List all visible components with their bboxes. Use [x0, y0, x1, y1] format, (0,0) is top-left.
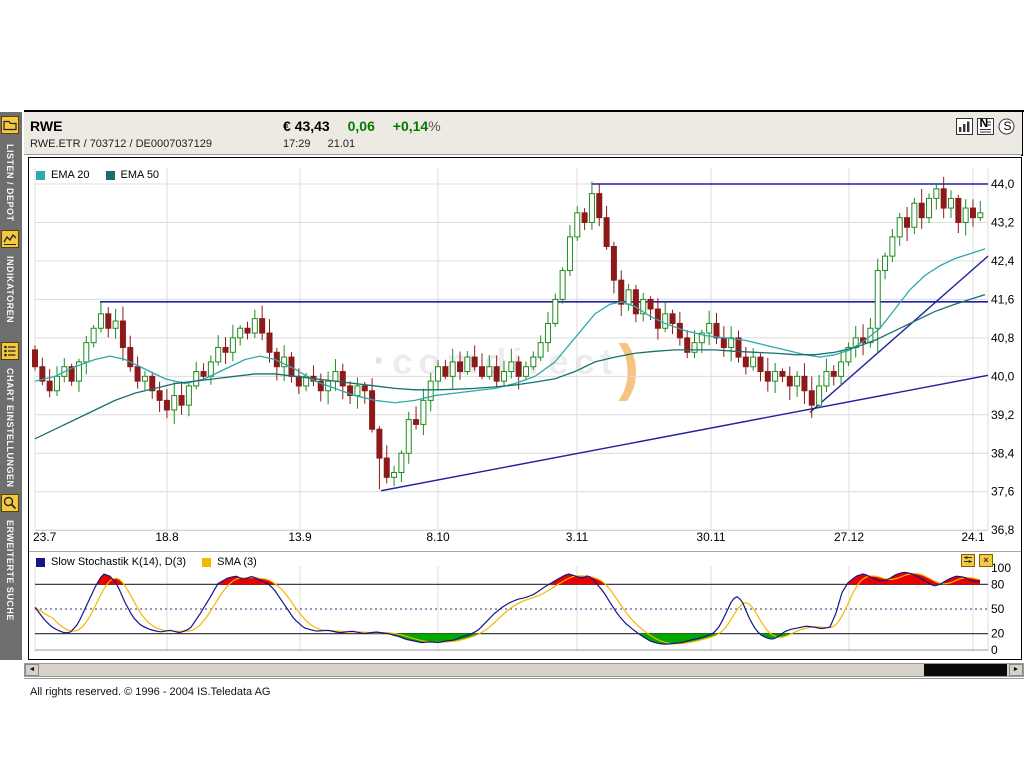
stochastic-lines: [34, 571, 981, 645]
scroll-right-button[interactable]: ►: [1009, 664, 1023, 676]
svg-text:40,8: 40,8: [991, 331, 1015, 345]
window-top-border: [24, 110, 1024, 112]
svg-text:18.8: 18.8: [155, 530, 179, 544]
stochastic-fills: [96, 572, 981, 645]
change-percent: +0,14: [392, 118, 429, 134]
price-row: € 43,43 0,06 +0,14%: [283, 118, 441, 134]
ema50-legend-label: EMA 50: [120, 169, 160, 181]
trend-lines: [100, 183, 989, 492]
price-chart-legend: EMA 20 EMA 50: [36, 169, 169, 181]
svg-text:80: 80: [991, 577, 1005, 591]
svg-text:100: 100: [991, 561, 1011, 575]
horizontal-scrollbar[interactable]: ◄ ►: [24, 663, 1024, 677]
bar-chart-icon[interactable]: [956, 118, 973, 135]
indicator-close-button[interactable]: ×: [979, 554, 993, 567]
window-right-border: [1021, 112, 1023, 156]
ema-lines: [34, 248, 986, 440]
stochastic-grid: [34, 566, 989, 651]
sma-legend-label: SMA (3): [217, 556, 257, 568]
indicator-chart-icon[interactable]: [1, 230, 19, 248]
symbol-name: RWE: [30, 118, 63, 134]
window-bottom-border: [24, 678, 1024, 679]
sidebar-item-indikatoren[interactable]: INDIKATOREN: [5, 256, 15, 324]
svg-text:44,0: 44,0: [991, 177, 1015, 191]
sidebar-item-listen-depot[interactable]: LISTEN / DEPOT: [5, 144, 15, 222]
quote-date: 21.01: [327, 138, 356, 150]
scroll-left-button[interactable]: ◄: [25, 664, 39, 676]
scrollbar-thumb[interactable]: [924, 664, 1007, 676]
svg-text:39,2: 39,2: [991, 408, 1015, 422]
s-circle-icon[interactable]: S: [998, 118, 1015, 135]
svg-text:43,2: 43,2: [991, 215, 1015, 229]
advanced-search-icon[interactable]: [1, 494, 19, 512]
svg-text:N: N: [980, 118, 989, 130]
panel-separator: [29, 551, 1021, 552]
svg-text:3.11: 3.11: [566, 530, 589, 544]
svg-text:S: S: [1004, 119, 1012, 133]
svg-text:13.9: 13.9: [288, 530, 312, 544]
watermark-swoosh: ): [618, 333, 640, 402]
svg-text:23.7: 23.7: [33, 530, 57, 544]
svg-text:42,4: 42,4: [991, 254, 1015, 268]
stochastic-legend-label: Slow Stochastik K(14), D(3): [51, 556, 187, 568]
ema20-legend-label: EMA 20: [51, 169, 90, 181]
chart-settings-icon[interactable]: [1, 342, 19, 360]
svg-text:27.12: 27.12: [834, 530, 864, 544]
chart-container: ·comdirect) 44,0 43,2 42,4 41,6 40,8 40,0 39,2…: [28, 157, 1022, 660]
stochastic-legend: Slow Stochastik K(14), D(3) SMA (3): [36, 556, 267, 568]
price-axis-labels: 44,0 43,2 42,4 41,6 40,8 40,0 39,2 38,4 37,6 36,8: [991, 177, 1015, 537]
price-grid: [34, 168, 989, 531]
stochastic-svg: 100 80 50 20 0: [34, 561, 1011, 657]
svg-text:50: 50: [991, 602, 1005, 616]
svg-text:41,6: 41,6: [991, 292, 1015, 306]
svg-text:20: 20: [991, 627, 1005, 641]
sma-legend-swatch: [202, 557, 212, 567]
svg-text:37,6: 37,6: [991, 485, 1015, 499]
svg-text:30.11: 30.11: [696, 530, 725, 544]
price-chart-svg: 44,0 43,2 42,4 41,6 40,8 40,0 39,2 38,4 37,6 36,8…: [32, 168, 1015, 544]
header-bar: RWE RWE.ETR / 703712 / DE0007037129 € 43…: [24, 112, 1022, 155]
svg-text:8.10: 8.10: [426, 530, 450, 544]
date-axis-labels: 23.7 18.8 13.9 8.10 3.11 30.11 27.12 24.1: [33, 530, 985, 544]
currency-symbol: €: [283, 118, 291, 134]
folder-icon[interactable]: [1, 116, 19, 134]
indicator-settings-button[interactable]: [961, 554, 975, 567]
copyright-text: All rights reserved. © 1996 - 2004 IS.Te…: [30, 686, 271, 698]
svg-text:24.1: 24.1: [961, 530, 985, 544]
candlestick-series: [32, 176, 984, 490]
news-icon[interactable]: N: [977, 116, 994, 135]
ema50-legend-swatch: [105, 170, 115, 180]
quote-time-row: 17:29 21.01: [283, 138, 369, 150]
percent-sign: %: [428, 118, 441, 134]
sidebar: LISTEN / DEPOT INDIKATOREN CHART EINSTEL…: [0, 112, 22, 660]
ema20-legend-swatch: [36, 170, 45, 180]
stochastic-legend-swatch: [36, 557, 45, 567]
header-toolbar: N S: [956, 116, 1015, 135]
sidebar-item-erweiterte-suche[interactable]: ERWEITERTE SUCHE: [5, 520, 15, 621]
last-price: 43,43: [294, 118, 330, 134]
svg-text:40,0: 40,0: [991, 369, 1015, 383]
stochastic-axis-labels: 100 80 50 20 0: [991, 561, 1011, 657]
svg-text:0: 0: [991, 643, 998, 657]
change-absolute: 0,06: [347, 118, 375, 134]
instrument-identifiers: RWE.ETR / 703712 / DE0007037129: [30, 138, 213, 150]
svg-text:36,8: 36,8: [991, 523, 1015, 537]
quote-time: 17:29: [283, 138, 311, 150]
sidebar-item-chart-einstellungen[interactable]: CHART EINSTELLUNGEN: [5, 368, 15, 488]
svg-text:38,4: 38,4: [991, 446, 1015, 460]
